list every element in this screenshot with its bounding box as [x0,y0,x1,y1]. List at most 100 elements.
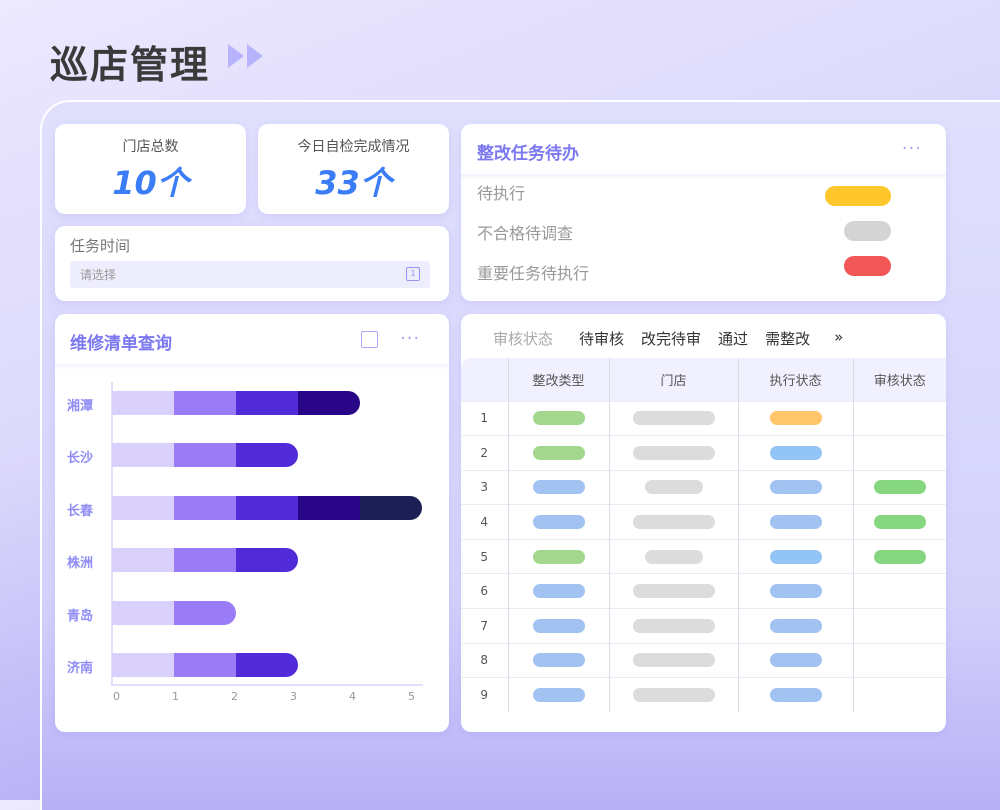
cell-store [608,642,738,678]
bar-segment [236,548,298,573]
cell-audit [852,504,946,540]
cell-audit [852,435,946,471]
table-row[interactable]: 6 [461,573,946,609]
page-title: 巡店管理 [50,43,211,87]
todo-item[interactable]: 重要任务待执行 [477,264,590,283]
bar-segment [174,443,236,468]
stat-value: 10个 [112,164,189,202]
x-axis [111,684,423,686]
calendar-icon[interactable]: 1 [406,267,420,281]
cell-store [608,573,738,609]
x-tick-label: 3 [290,690,297,703]
todo-item[interactable]: 待执行 [477,184,526,203]
todo-status-bar [825,186,891,206]
x-tick-label: 4 [349,690,356,703]
category-label: 青岛 [67,608,94,624]
bar-segment [236,443,298,468]
filter-option[interactable]: 改完待审 [641,330,702,348]
cell-type [507,573,609,609]
col-header: 执行状态 [737,358,853,401]
row-number: 7 [461,608,508,644]
cell-store [608,677,738,713]
more-icon[interactable]: ··· [901,138,922,159]
bar-segment [112,443,174,468]
review-card: 审核状态 待审核 改完待审 通过 需整改 » 整改类型 门店 执行状态 审核状态… [461,314,946,732]
table-row[interactable]: 7 [461,608,946,644]
todo-item[interactable]: 不合格待调查 [477,224,574,243]
cell-exec [737,400,853,436]
category-label: 长春 [67,503,94,519]
cell-store [608,400,738,436]
table-row[interactable]: 1 [461,400,946,436]
filter-label: 审核状态 [493,330,554,348]
bar-segment [236,495,298,520]
stat-value: 33个 [315,164,392,202]
cell-type [507,608,609,644]
row-number: 8 [461,642,508,678]
table-row[interactable]: 5 [461,538,946,574]
row-number: 9 [461,677,508,713]
filter-option[interactable]: 通过 [718,330,749,348]
table-row[interactable]: 8 [461,642,946,678]
table-row[interactable]: 4 [461,504,946,540]
bar-segment [174,653,236,677]
cell-exec [737,469,853,505]
cell-exec [737,435,853,471]
filter-option[interactable]: 待审核 [579,330,625,348]
repair-title: 维修清单查询 [70,334,172,354]
bar-segment [112,600,174,625]
x-tick-label: 2 [231,690,238,703]
table-row[interactable]: 9 [461,677,946,713]
cell-exec [737,608,853,644]
bar-segment [174,495,236,520]
cell-type [507,642,609,678]
bar-segment [298,391,360,415]
todo-title: 整改任务待办 [477,144,579,164]
bar-segment [112,391,174,415]
row-number: 3 [461,469,508,505]
stat-label: 门店总数 [122,139,179,155]
cell-store [608,469,738,505]
todo-status-bar [844,221,891,241]
bar-segment [236,391,298,415]
todo-status-bar [844,256,891,276]
divider [461,174,946,180]
share-icon[interactable] [361,331,378,348]
col-header: 整改类型 [507,358,609,401]
table-row[interactable]: 2 [461,435,946,471]
cell-audit [852,642,946,678]
stat-label: 今日自检完成情况 [297,139,410,155]
cell-type [507,504,609,540]
table-row[interactable]: 3 [461,469,946,505]
todo-card: 整改任务待办 ··· 待执行 不合格待调查 重要任务待执行 [461,124,946,301]
task-time-label: 任务时间 [70,237,131,255]
cell-store [608,538,738,574]
self-check-card: 今日自检完成情况 33个 [258,124,449,214]
repair-card: 维修清单查询 ··· 湘潭 长沙 长春 株洲 青岛 济南 0 1 2 3 4 5 [55,314,449,732]
more-icon[interactable]: ··· [400,328,421,349]
task-time-picker[interactable]: 请选择 1 [70,261,430,288]
x-tick-label: 1 [172,690,179,703]
bar-segment [174,391,236,415]
row-number: 5 [461,538,508,574]
col-header: 审核状态 [852,358,946,401]
cell-exec [737,538,853,574]
cell-type [507,538,609,574]
cell-audit [852,400,946,436]
bar-segment [174,548,236,573]
category-label: 株洲 [67,556,94,572]
category-label: 湘潭 [67,399,94,414]
row-number: 4 [461,504,508,540]
cell-type [507,469,609,505]
cell-store [608,435,738,471]
filter-option[interactable]: 需整改 [765,330,811,348]
cell-store [608,608,738,644]
category-label: 长沙 [67,451,94,467]
cell-exec [737,504,853,540]
more-filters-icon[interactable]: » [834,328,844,346]
cell-type [507,677,609,713]
divider [55,364,449,370]
cell-audit [852,677,946,713]
cell-audit [852,608,946,644]
cell-exec [737,573,853,609]
